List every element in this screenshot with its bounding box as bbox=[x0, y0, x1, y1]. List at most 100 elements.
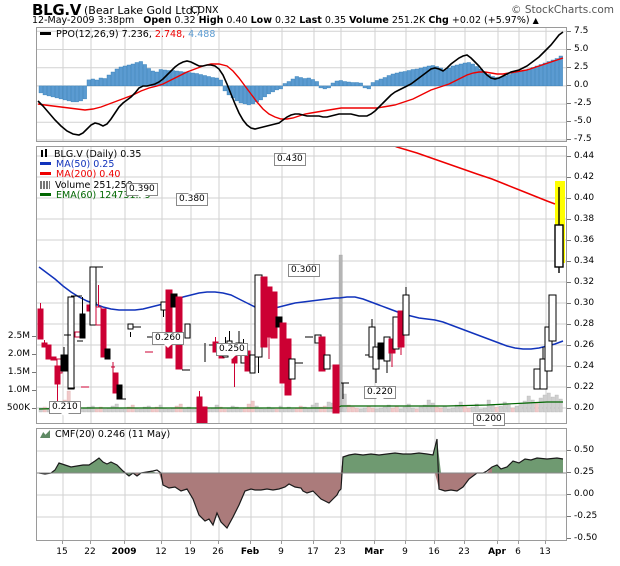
price-tick-10: 0.24 bbox=[574, 361, 595, 371]
price-tick-6: 0.32 bbox=[574, 277, 595, 287]
cmf-tick-2: 0.00 bbox=[574, 489, 595, 499]
ma200-line bbox=[352, 126, 556, 205]
low-value: 0.32 bbox=[275, 15, 297, 26]
ppo-tick-5: -5.0 bbox=[574, 116, 592, 126]
high-value: 0.40 bbox=[226, 15, 248, 26]
cmf-legend-text: CMF(20) 0.246 (11 May) bbox=[55, 429, 171, 440]
cmf-tick-4: -0.50 bbox=[574, 533, 598, 543]
price-panel: BLG.V (Daily) 0.35 MA(50) 0.25 MA(200) 0… bbox=[36, 126, 567, 438]
cmf-line bbox=[38, 438, 564, 529]
company-name: (Bear Lake Gold Ltd.) bbox=[84, 4, 201, 17]
cmf-tick-1: 0.25 bbox=[574, 467, 595, 477]
price-tick-12: 0.20 bbox=[574, 403, 595, 413]
last-label: Last bbox=[299, 15, 322, 26]
price-tick-5: 0.34 bbox=[574, 256, 595, 266]
quote-datetime: 12-May-2009 3:38pm bbox=[32, 15, 135, 26]
ppo-tick-2: 2.5 bbox=[574, 62, 589, 72]
ma50-line bbox=[38, 266, 564, 350]
cmf-tick-3: -0.25 bbox=[574, 511, 598, 521]
x-label-11: 9 bbox=[402, 547, 408, 557]
ppo-plot bbox=[37, 28, 566, 141]
ppo-line bbox=[37, 31, 564, 136]
ema60-swatch bbox=[40, 193, 51, 196]
volume-label: Volume bbox=[349, 15, 389, 26]
ppo-y-axis: 7.5 5.0 2.5 0.0 -2.5 -5.0 -7.5 bbox=[574, 26, 614, 144]
stockcharts-brand: © StockCharts.com bbox=[511, 4, 614, 16]
x-label-10: Mar bbox=[364, 547, 384, 557]
volume-tick-0: 2.5M bbox=[7, 331, 30, 341]
chg-label: Chg bbox=[428, 15, 449, 26]
x-label-6: Feb bbox=[240, 547, 260, 557]
price-tick-1: 0.42 bbox=[574, 172, 595, 182]
up-arrow-icon: ▲ bbox=[532, 16, 539, 25]
x-label-16: 13 bbox=[539, 547, 551, 557]
volume-value: 251.2K bbox=[391, 15, 426, 26]
x-label-13: 23 bbox=[458, 547, 470, 557]
open-label: Open bbox=[143, 15, 172, 26]
volume-y-axis: 2.5M 2.0M 1.5M 1.0M 500K bbox=[0, 146, 36, 424]
high-label: High bbox=[198, 15, 224, 26]
callout-0250: 0.250 bbox=[216, 343, 248, 359]
callout-0260: 0.260 bbox=[152, 332, 184, 348]
ppo-legend-text: PPO(12,26,9) 7.236, bbox=[56, 29, 152, 40]
x-axis-labels: 15 22 2009 12 19 26 Feb 9 17 23 Mar 9 16… bbox=[0, 547, 620, 561]
x-label-2: 2009 bbox=[111, 547, 137, 557]
ma200-legend: MA(200) 0.40 bbox=[56, 169, 121, 180]
ppo-tick-6: -7.5 bbox=[574, 134, 592, 144]
callout-0200: 0.200 bbox=[473, 413, 505, 429]
ma200-swatch bbox=[40, 172, 51, 175]
price-y-axis: 0.44 0.42 0.40 0.38 0.36 0.34 0.32 0.30 … bbox=[574, 146, 618, 424]
ema60-legend: EMA(60) 124731.39 bbox=[56, 190, 151, 201]
ppo-histogram bbox=[38, 55, 563, 106]
x-axis-ticks bbox=[36, 541, 567, 545]
ppo-tick-1: 5.0 bbox=[574, 44, 589, 54]
ticker-symbol: BLG.V bbox=[32, 1, 82, 19]
exchange-label: CDNX bbox=[191, 5, 219, 16]
x-label-8: 17 bbox=[307, 547, 319, 557]
x-label-0: 15 bbox=[56, 547, 68, 557]
low-label: Low bbox=[250, 15, 272, 26]
cmf-panel: CMF(20) 0.246 (11 May) bbox=[36, 428, 567, 541]
volume-axis-ticks bbox=[32, 146, 36, 424]
volume-tick-1: 2.0M bbox=[7, 349, 30, 359]
price-axis-ticks bbox=[567, 146, 571, 424]
x-label-3: 12 bbox=[155, 547, 167, 557]
ppo-axis-ticks bbox=[567, 27, 571, 142]
volume-bars-icon bbox=[40, 180, 50, 189]
ppo-tick-0: 7.5 bbox=[574, 26, 589, 36]
price-tick-3: 0.38 bbox=[574, 214, 595, 224]
volume-tick-4: 500K bbox=[6, 403, 30, 413]
ppo-legend: PPO(12,26,9) 7.236, 2.748, 4.488 bbox=[40, 29, 216, 41]
ppo-line-swatch bbox=[40, 32, 51, 35]
callout-0210: 0.210 bbox=[49, 401, 81, 417]
callout-0220: 0.220 bbox=[364, 386, 396, 402]
candlestick-icon bbox=[40, 149, 49, 158]
cmf-tick-0: 0.50 bbox=[574, 445, 595, 455]
price-tick-0: 0.44 bbox=[574, 151, 595, 161]
callout-0300: 0.300 bbox=[288, 261, 320, 277]
chg-value: +0.02 (+5.97%) bbox=[451, 15, 530, 26]
x-label-7: 9 bbox=[278, 547, 284, 557]
cmf-positive-area bbox=[39, 439, 563, 476]
cmf-legend: CMF(20) 0.246 (11 May) bbox=[40, 429, 171, 441]
ppo-legend-hist: 4.488 bbox=[188, 29, 216, 40]
callout-0380: 0.380 bbox=[176, 190, 208, 206]
x-label-4: 19 bbox=[184, 547, 196, 557]
callout-0390: 0.390 bbox=[126, 183, 158, 199]
ppo-tick-4: -2.5 bbox=[574, 98, 592, 108]
volume-tick-2: 1.5M bbox=[7, 367, 30, 377]
price-tick-11: 0.22 bbox=[574, 382, 595, 392]
chart-header: BLG.V (Bear Lake Gold Ltd.) CDNX © Stock… bbox=[0, 0, 620, 26]
ma50-swatch bbox=[40, 161, 51, 165]
x-label-5: 26 bbox=[212, 547, 224, 557]
quote-line: 12-May-2009 3:38pm Open 0.32 High 0.40 L… bbox=[32, 15, 539, 26]
cmf-axis-ticks bbox=[567, 428, 571, 541]
volume-legend: Volume 251,250 bbox=[55, 179, 133, 191]
cmf-negative-area bbox=[133, 457, 492, 528]
cmf-y-axis: 0.50 0.25 0.00 -0.25 -0.50 bbox=[574, 428, 618, 543]
price-tick-8: 0.28 bbox=[574, 319, 595, 329]
cmf-plot bbox=[37, 429, 566, 540]
x-label-15: 6 bbox=[515, 547, 521, 557]
x-label-12: 16 bbox=[428, 547, 440, 557]
